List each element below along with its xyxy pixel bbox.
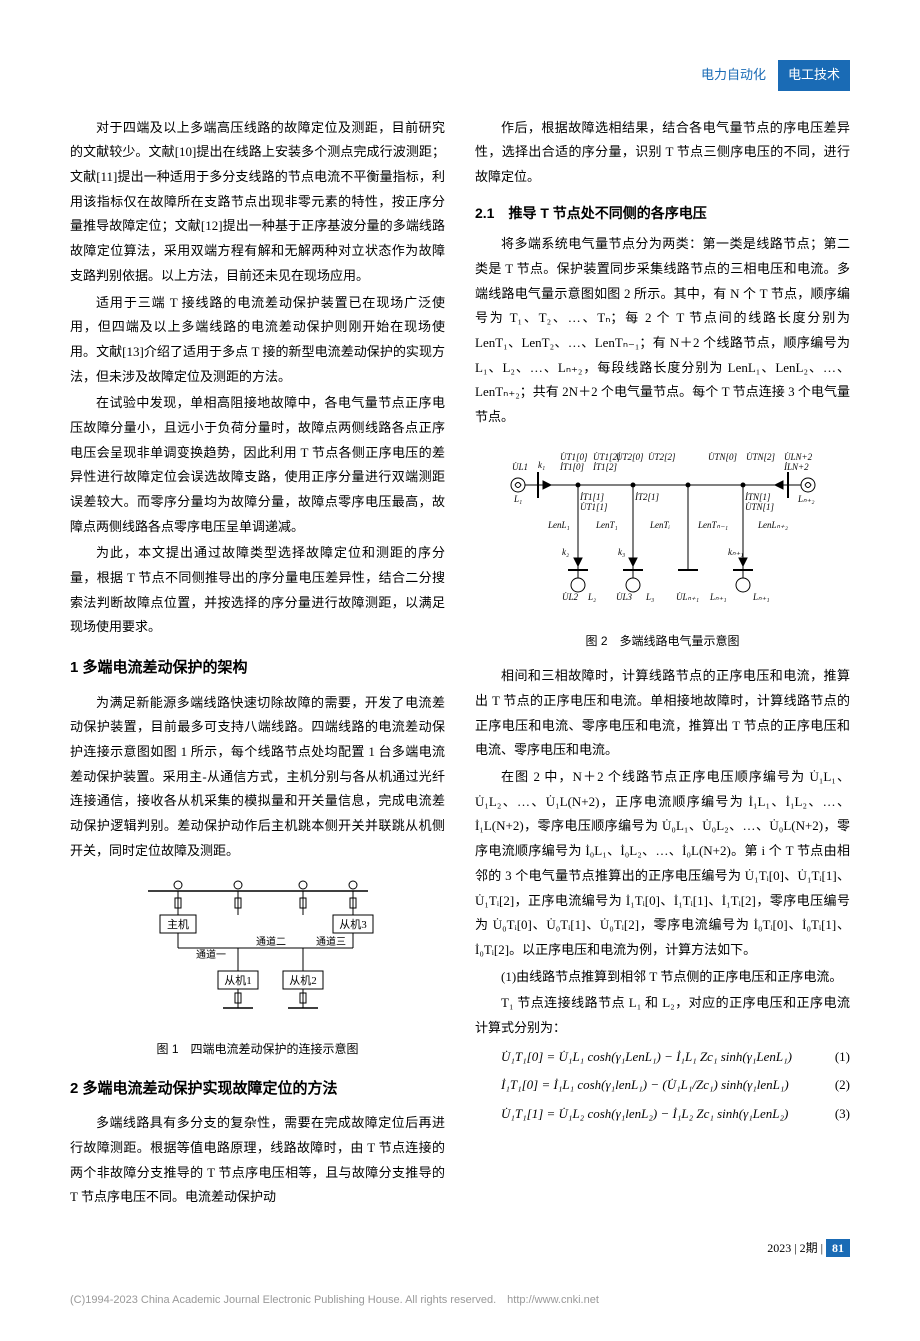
paragraph: 在图 2 中，N＋2 个线路节点正序电压顺序编号为 U̇₁L₁、U̇₁L₂、…、… (475, 765, 850, 963)
svg-text:k₃: k₃ (618, 547, 625, 557)
figure-2: U̇L1 k₁ U̇T1[0]U̇T1[2] İT1[0]İT1[2] U̇T2… (475, 440, 850, 624)
svg-text:U̇TN[0]: U̇TN[0] (708, 452, 738, 462)
paragraph: 在试验中发现，单相高阻接地故障中，各电气量节点正序电压故障分量小，且远小于负荷分… (70, 391, 445, 539)
svg-text:U̇L2: U̇L2 (562, 592, 579, 602)
svg-text:İT2[1]: İT2[1] (634, 492, 660, 502)
paragraph: 对于四端及以上多端高压线路的故障定位及测距，目前研究的文献较少。文献[10]提出… (70, 116, 445, 289)
two-column-layout: 对于四端及以上多端高压线路的故障定位及测距，目前研究的文献较少。文献[10]提出… (70, 116, 850, 1212)
svg-text:k₂: k₂ (562, 547, 569, 557)
figure-1-caption: 图 1 四端电流差动保护的连接示意图 (70, 1038, 445, 1061)
svg-text:L₃: L₃ (645, 592, 654, 602)
svg-text:LenTₙ₋₁: LenTₙ₋₁ (697, 520, 728, 530)
figure-2-svg: U̇L1 k₁ U̇T1[0]U̇T1[2] İT1[0]İT1[2] U̇T2… (498, 440, 828, 615)
svg-text:LenL₁: LenL₁ (547, 520, 570, 530)
eq1-num: (1) (820, 1045, 850, 1070)
svg-text:İT1[2]: İT1[2] (592, 462, 618, 472)
svg-text:LenTᵢ: LenTᵢ (649, 520, 671, 530)
eq3-num: (3) (820, 1102, 850, 1127)
svg-text:LenLₙ₊₂: LenLₙ₊₂ (757, 520, 788, 530)
footer-issue: 2023 | 2期 | (767, 1241, 826, 1255)
equation-1: U̇₁T₁[0] = U̇₁L₁ cosh(γ₁LenL₁) − İ₁L₁ Zc… (475, 1045, 850, 1070)
fig1-ch3-label: 通道三 (316, 935, 346, 948)
figure-2-caption: 图 2 多端线路电气量示意图 (475, 630, 850, 653)
paragraph: 适用于三端 T 接线路的电流差动保护装置已在现场广泛使用，但四端及以上多端线路的… (70, 291, 445, 390)
svg-text:Lₙ₊₁: Lₙ₊₁ (752, 592, 769, 602)
svg-text:L₂: L₂ (587, 592, 596, 602)
svg-text:Lₙ₊₁: Lₙ₊₁ (709, 592, 726, 602)
svg-text:U̇T1[0]: U̇T1[0] (560, 452, 588, 462)
eq3-body: U̇₁T₁[1] = U̇₁L₂ cosh(γ₁lenL₂) − İ₁L₂ Zc… (475, 1102, 820, 1127)
paragraph: 多端线路具有多分支的复杂性，需要在完成故障定位后再进行故障测距。根据等值电路原理… (70, 1111, 445, 1210)
eq2-body: İ₁T₁[0] = İ₁L₁ cosh(γ₁lenL₁) − (U̇₁L₁/Zc… (475, 1073, 820, 1098)
equation-2: İ₁T₁[0] = İ₁L₁ cosh(γ₁lenL₁) − (U̇₁L₁/Zc… (475, 1073, 850, 1098)
svg-text:U̇T2[0]: U̇T2[0] (616, 452, 644, 462)
left-column: 对于四端及以上多端高压线路的故障定位及测距，目前研究的文献较少。文献[10]提出… (70, 116, 445, 1212)
fig1-master-label: 主机 (167, 917, 189, 931)
svg-text:k₁: k₁ (538, 460, 545, 470)
page-header: 电力自动化 电工技术 (70, 60, 850, 91)
copyright-note: (C)1994-2023 China Academic Journal Elec… (70, 1290, 850, 1311)
svg-text:İLN+2: İLN+2 (783, 462, 809, 472)
svg-text:İT1[1]: İT1[1] (579, 492, 605, 502)
paragraph: 作后，根据故障选相结果，结合各电气量节点的序电压差异性，选择出合适的序分量，识别… (475, 116, 850, 190)
fig1-ch2-label: 通道二 (256, 935, 286, 948)
eq2-num: (2) (820, 1073, 850, 1098)
svg-text:U̇TN[1]: U̇TN[1] (745, 502, 775, 512)
svg-text:L₁: L₁ (513, 494, 522, 504)
svg-text:Lₙ₊₂: Lₙ₊₂ (797, 494, 814, 504)
svg-text:U̇T1[1]: U̇T1[1] (580, 502, 608, 512)
page-footer: 2023 | 2期 | 81 (70, 1237, 850, 1260)
svg-text:U̇T2[2]: U̇T2[2] (648, 452, 676, 462)
subsection-2-1-title: 2.1 推导 T 节点处不同侧的各序电压 (475, 200, 850, 227)
svg-text:U̇Lₙ₊₁: U̇Lₙ₊₁ (676, 592, 699, 602)
svg-text:kₙ₊₁: kₙ₊₁ (728, 547, 743, 557)
footer-page-number: 81 (826, 1239, 850, 1257)
paragraph: 相间和三相故障时，计算线路节点的正序电压和电流，推算出 T 节点的正序电压和电流… (475, 664, 850, 763)
svg-text:U̇L3: U̇L3 (616, 592, 633, 602)
fig1-slave2-label: 从机2 (289, 973, 317, 987)
svg-text:İTN[1]: İTN[1] (744, 492, 771, 502)
section-2-title: 2 多端电流差动保护实现故障定位的方法 (70, 1075, 445, 1104)
svg-text:İT1[0]: İT1[0] (559, 462, 585, 472)
fig1-slave3-label: 从机3 (339, 917, 367, 931)
header-category-1: 电力自动化 (701, 63, 766, 88)
eq1-body: U̇₁T₁[0] = U̇₁L₁ cosh(γ₁LenL₁) − İ₁L₁ Zc… (475, 1045, 820, 1070)
svg-text:U̇TN[2]: U̇TN[2] (746, 452, 776, 462)
paragraph: 为满足新能源多端线路快速切除故障的需要，开发了电流差动保护装置，目前最多可支持八… (70, 691, 445, 864)
svg-text:U̇LN+2: U̇LN+2 (784, 452, 813, 462)
fig1-ch1-label: 通道一 (196, 948, 226, 961)
fig1-slave1-label: 从机1 (224, 973, 252, 987)
svg-text:U̇L1: U̇L1 (512, 462, 528, 472)
paragraph: 将多端系统电气量节点分为两类：第一类是线路节点；第二类是 T 节点。保护装置同步… (475, 232, 850, 430)
paragraph: (1)由线路节点推算到相邻 T 节点侧的正序电压和正序电流。 (475, 965, 850, 990)
right-column: 作后，根据故障选相结果，结合各电气量节点的序电压差异性，选择出合适的序分量，识别… (475, 116, 850, 1212)
section-1-title: 1 多端电流差动保护的架构 (70, 654, 445, 683)
paragraph: T₁ 节点连接线路节点 L₁ 和 L₂，对应的正序电压和正序电流计算式分别为： (475, 991, 850, 1040)
header-category-2: 电工技术 (778, 60, 850, 91)
paragraph: 为此，本文提出通过故障类型选择故障定位和测距的序分量，根据 T 节点不同侧推导出… (70, 541, 445, 640)
svg-text:LenT₁: LenT₁ (595, 520, 618, 530)
figure-1: 主机 从机3 通道一 通道二 通道三 从机1 从机2 (70, 873, 445, 1032)
figure-1-svg: 主机 从机3 通道一 通道二 通道三 从机1 从机2 (128, 873, 388, 1023)
equation-3: U̇₁T₁[1] = U̇₁L₂ cosh(γ₁lenL₂) − İ₁L₂ Zc… (475, 1102, 850, 1127)
